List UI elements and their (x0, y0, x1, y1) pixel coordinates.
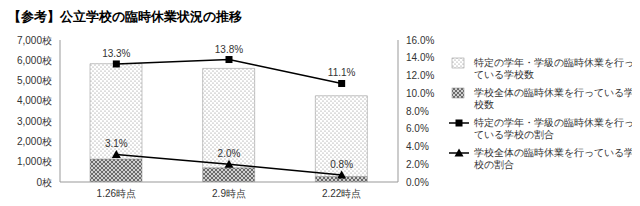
html-text:学校全体の臨時休業を行っている学校の割合: 学校全体の臨時休業を行っている学校の割合 (474, 147, 634, 170)
svg-text:14.0%: 14.0% (406, 52, 434, 63)
svg-text:2.0%: 2.0% (406, 159, 429, 170)
svg-text:8.0%: 8.0% (406, 106, 429, 117)
svg-text:2,000校: 2,000校 (17, 136, 52, 147)
svg-text:16.0%: 16.0% (406, 35, 434, 46)
svg-text:5,000校: 5,000校 (17, 75, 52, 86)
svg-text:3.1%: 3.1% (105, 138, 128, 149)
svg-text:7,000校: 7,000校 (17, 35, 52, 46)
svg-text:4.0%: 4.0% (406, 141, 429, 152)
svg-text:2.22時点: 2.22時点 (322, 188, 361, 199)
svg-text:0.8%: 0.8% (330, 159, 353, 170)
svg-text:0.0%: 0.0% (406, 177, 429, 188)
svg-text:13.3%: 13.3% (102, 48, 130, 59)
html-text:特定の学年・学級の臨時休業を行っている学校数: 特定の学年・学級の臨時休業を行っている学校数 (474, 57, 634, 80)
svg-text:0校: 0校 (36, 177, 52, 188)
svg-text:2.0%: 2.0% (218, 148, 241, 159)
svg-text:1,000校: 1,000校 (17, 156, 52, 167)
svg-text:4,000校: 4,000校 (17, 95, 52, 106)
svg-text:6.0%: 6.0% (406, 123, 429, 134)
html-text:特定の学年・学級の臨時休業を行っている学校の割合: 特定の学年・学級の臨時休業を行っている学校の割合 (474, 117, 634, 140)
svg-text:2.9時点: 2.9時点 (212, 188, 246, 199)
html-text:学校全体の臨時休業を行っている学校数: 学校全体の臨時休業を行っている学校数 (474, 87, 634, 110)
svg-text:10.0%: 10.0% (406, 88, 434, 99)
svg-text:13.8%: 13.8% (215, 44, 243, 55)
svg-text:1.26時点: 1.26時点 (97, 188, 136, 199)
svg-text:6,000校: 6,000校 (17, 55, 52, 66)
svg-text:11.1%: 11.1% (328, 67, 356, 78)
html-text:【参考】公立学校の臨時休業状況の推移: 【参考】公立学校の臨時休業状況の推移 (8, 9, 242, 24)
svg-text:3,000校: 3,000校 (17, 116, 52, 127)
svg-text:12.0%: 12.0% (406, 70, 434, 81)
